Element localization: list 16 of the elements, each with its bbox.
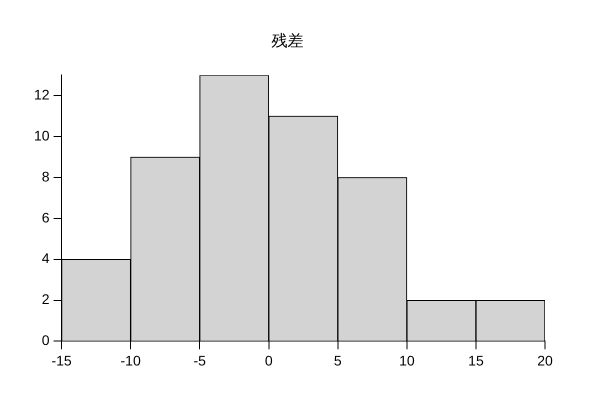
x-tick-label: -10 [120,352,141,368]
x-tick-label: 10 [399,352,415,368]
y-tick-label: 8 [42,168,50,184]
x-tick-label: -5 [193,352,206,368]
x-tick-label: 20 [537,352,553,368]
y-tick-label: 6 [42,209,50,226]
x-tick-label: 0 [264,352,273,368]
x-tick-label: -15 [51,352,72,368]
y-tick-label: 10 [34,127,50,144]
y-tick-label: 0 [42,332,50,348]
chart-title: 残差 [272,32,304,50]
x-tick-label: 15 [468,352,484,368]
x-tick-label: 5 [334,352,342,368]
y-tick-label: 4 [42,250,50,266]
y-tick-label: 12 [34,86,50,103]
y-tick-label: 2 [42,291,50,308]
